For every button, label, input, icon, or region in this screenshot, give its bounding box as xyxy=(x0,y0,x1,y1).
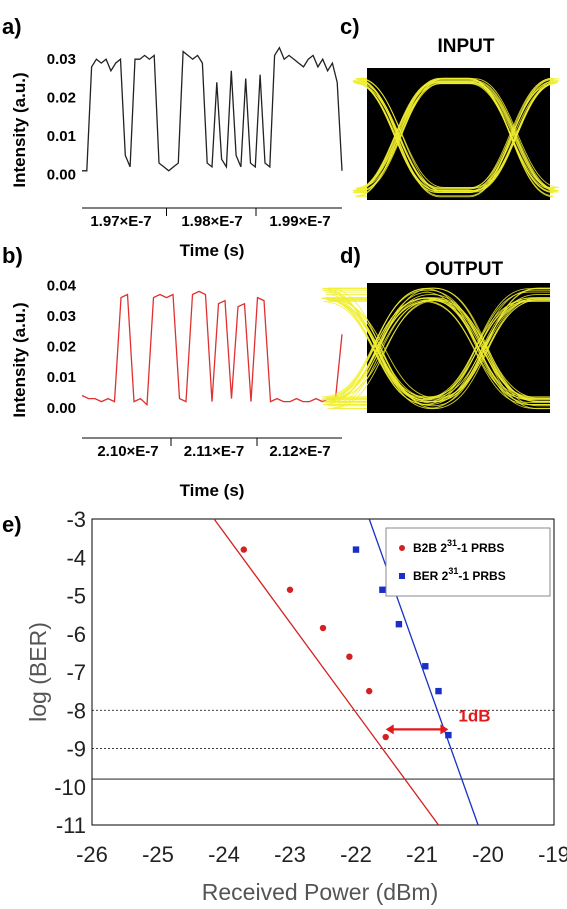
panel-e-xtick: -19 xyxy=(538,842,567,867)
panel-a-ytick: 0.02 xyxy=(47,90,76,107)
panel-label-b: b) xyxy=(2,243,23,268)
panel-b-ytick: 0.04 xyxy=(47,277,77,294)
panel-a-ytick: 0.00 xyxy=(47,167,76,184)
eye-diagram-input xyxy=(352,68,560,200)
panel-e-point-b2b xyxy=(240,546,247,553)
panel-label-d: d) xyxy=(340,243,361,268)
panel-e-point-b2b xyxy=(382,733,389,741)
panel-b-xtick: 2.11×E-7 xyxy=(184,443,244,460)
panel-e-point-b2b xyxy=(319,624,327,632)
eye-title-input: INPUT xyxy=(438,36,495,57)
panel-e-annotation-label: 1dB xyxy=(458,706,490,725)
panel-a-ylabel: Intensity (a.u.) xyxy=(10,72,29,187)
legend-entry-b2b: B2B 231-1 PRBS xyxy=(413,538,504,555)
panel-b-chart: 0.00 0.01 0.02 0.03 0.04 2.10×E-7 2.11×E-7 2.1… xyxy=(10,277,343,500)
panel-a-ytick: 0.01 xyxy=(47,128,76,145)
panel-e-xtick: -24 xyxy=(208,842,240,867)
panel-e-point-b2b xyxy=(366,687,373,695)
panel-b-xtick: 2.12×E-7 xyxy=(269,443,330,460)
panel-b-xlabel: Time (s) xyxy=(180,481,245,500)
panel-b-ytick: 0.03 xyxy=(47,308,76,325)
legend-marker-b2b xyxy=(399,545,405,551)
panel-b-trace xyxy=(81,290,343,407)
eye-d-trace xyxy=(322,289,550,398)
panel-b-ytick: 0.01 xyxy=(47,369,76,386)
eye-diagram-output xyxy=(321,283,550,413)
panel-e-xtick: -20 xyxy=(472,842,504,867)
panel-e-xtick: -23 xyxy=(274,842,306,867)
panel-e-point-ber xyxy=(395,620,403,628)
eye-d-trace xyxy=(326,294,550,402)
panel-e-point-b2b xyxy=(346,653,353,660)
panel-e-point-ber xyxy=(379,586,386,593)
panel-e-ytick: -10 xyxy=(54,775,86,800)
panel-e-fit-line xyxy=(213,518,440,826)
panel-e-ylabel: log (BER) xyxy=(25,622,51,722)
panel-a-chart: 0.00 0.01 0.02 0.03 1.97×E-7 1.98×E-7 1.99×E-… xyxy=(10,46,343,260)
legend-marker-ber xyxy=(399,573,405,579)
eye-d-trace xyxy=(328,287,550,407)
panel-e-ytick: -7 xyxy=(66,660,86,685)
panel-e-legend-box xyxy=(385,527,551,597)
panel-a-trace xyxy=(82,46,343,172)
panel-e-ytick: -3 xyxy=(66,507,86,532)
legend-entry-ber: BER 231-1 PRBS xyxy=(413,566,506,583)
panel-e-point-b2b xyxy=(286,586,294,593)
panel-b-ytick: 0.00 xyxy=(47,400,76,417)
panel-e-xtick: -26 xyxy=(76,842,108,867)
panel-e-arrowhead-left xyxy=(385,724,394,735)
panel-e-xtick: -22 xyxy=(340,842,372,867)
panel-e-ytick: -8 xyxy=(66,698,86,723)
panel-a-xtick: 1.99×E-7 xyxy=(269,213,330,230)
panel-e-ytick: -9 xyxy=(66,737,86,762)
panel-a-ytick: 0.03 xyxy=(47,51,76,68)
panel-e-ytick: -11 xyxy=(56,813,86,838)
panel-b-ylabel: Intensity (a.u.) xyxy=(10,302,29,417)
eye-title-output: OUTPUT xyxy=(425,259,504,280)
eye-c-trace xyxy=(355,77,553,190)
panel-e-ytick: -4 xyxy=(66,545,86,570)
panel-e-ytick: -5 xyxy=(66,584,86,609)
panel-a-xtick: 1.98×E-7 xyxy=(181,213,242,230)
panel-e-xlabel: Received Power (dBm) xyxy=(202,879,438,905)
eye-c-trace xyxy=(358,82,557,192)
panel-b-xtick: 2.10×E-7 xyxy=(97,443,158,460)
panel-e-point-ber xyxy=(422,663,429,670)
panel-e-xtick: -25 xyxy=(142,842,174,867)
panel-b-ytick: 0.02 xyxy=(47,339,76,356)
panel-e-ytick: -6 xyxy=(66,622,86,647)
panel-a-xlabel: Time (s) xyxy=(180,241,245,260)
panel-a-xtick: 1.97×E-7 xyxy=(90,213,151,230)
panel-label-e: e) xyxy=(2,512,22,537)
panel-label-c: c) xyxy=(340,14,360,39)
panel-e-point-ber xyxy=(435,687,442,695)
panel-e-chart: -3 -4 -5 -6 -7 -8 -9 -10 -11 -26 -25 -24 -23 -22 -21 -… xyxy=(25,507,567,905)
panel-e-legend: B2B 231-1 PRBS BER 231-1 PRBS xyxy=(385,527,551,597)
panel-e-xtick: -21 xyxy=(406,842,438,867)
panel-e-point-ber xyxy=(445,731,452,739)
panel-e-arrowhead-right xyxy=(440,724,449,735)
panel-label-a: a) xyxy=(2,14,22,39)
panel-e-point-ber xyxy=(352,546,360,553)
